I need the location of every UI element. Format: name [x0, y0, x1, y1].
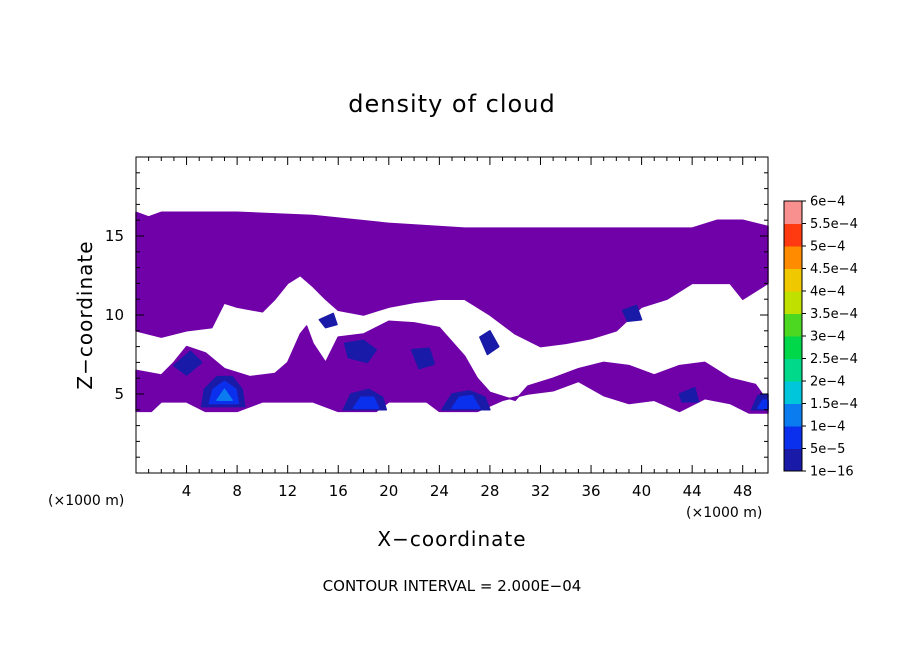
contour-region-18 [216, 388, 233, 402]
y-tick-label: 10 [105, 306, 124, 324]
colorbar-swatch [784, 201, 802, 224]
colorbar-label: 5.5e−4 [810, 217, 858, 232]
x-unit-label: (×1000 m) [686, 505, 762, 521]
colorbar-label: 6e−4 [810, 195, 845, 210]
contour-region-7 [318, 312, 338, 329]
colorbar-swatch [784, 381, 802, 404]
colorbar-label: 5e−4 [810, 240, 845, 255]
y-unit-label: (×1000 m) [48, 493, 124, 509]
contour-region-1 [135, 298, 226, 338]
colorbar-label: 4e−4 [810, 285, 845, 300]
x-tick-label: 12 [278, 482, 297, 500]
contour-region-0 [135, 211, 769, 348]
colorbar-swatch [784, 336, 802, 359]
x-tick-label: 40 [632, 482, 651, 500]
x-tick-label: 32 [531, 482, 550, 500]
colorbar-swatch [784, 223, 802, 247]
contour-interval-note: CONTOUR INTERVAL = 2.000E−04 [323, 577, 582, 595]
plot-frame [135, 156, 769, 474]
contour-region-3 [173, 350, 203, 376]
x-tick-label: 24 [430, 482, 449, 500]
y-axis: 5 10 15 [105, 172, 768, 458]
contour-region-15 [352, 396, 380, 409]
plot-area [135, 211, 769, 414]
colorbar-label: 2.5e−4 [810, 352, 858, 367]
colorbar-swatch [784, 268, 802, 292]
x-tick-label: 36 [581, 482, 600, 500]
contour-region-8 [621, 304, 643, 323]
contour-region-16 [451, 394, 481, 409]
contour-region-5 [410, 347, 436, 370]
colorbar-swatch [784, 358, 802, 382]
contour-region-4 [343, 339, 377, 364]
colorbar: 1e−16 5e−5 1e−4 1.5e−4 2e−4 2.5e−4 3e−4 3.5e−4 4… [783, 195, 858, 480]
colorbar-swatch [784, 403, 802, 427]
colorbar-label: 1e−16 [810, 465, 854, 480]
x-tick-label: 44 [683, 482, 702, 500]
colorbar-label: 3.5e−4 [810, 307, 858, 322]
chart-title: density of cloud [348, 90, 555, 118]
colorbar-label: 4.5e−4 [810, 262, 858, 277]
x-axis: 4 8 12 16 20 24 28 32 36 40 44 48 [148, 157, 756, 500]
y-tick-label: 15 [105, 227, 124, 245]
contour-region-9 [678, 386, 700, 403]
x-tick-label: 20 [379, 482, 398, 500]
colorbar-swatch [784, 246, 802, 269]
y-axis-label: Z−coordinate [73, 240, 97, 389]
colorbar-label: 2e−4 [810, 375, 845, 390]
x-tick-label: 28 [480, 482, 499, 500]
x-axis-label: X−coordinate [377, 527, 526, 551]
x-tick-label: 16 [329, 482, 348, 500]
x-tick-label: 4 [182, 482, 192, 500]
colorbar-swatch [784, 426, 802, 449]
x-tick-label: 48 [733, 482, 752, 500]
colorbar-label: 1.5e−4 [810, 397, 858, 412]
colorbar-label: 5e−5 [810, 442, 845, 457]
y-tick-label: 5 [114, 385, 124, 403]
colorbar-swatch [784, 313, 802, 337]
contour-region-2 [135, 320, 769, 414]
colorbar-swatch [784, 448, 802, 472]
colorbar-swatch [784, 291, 802, 314]
x-tick-label: 8 [232, 482, 242, 500]
colorbar-label: 3e−4 [810, 330, 845, 345]
contour-region-6 [479, 330, 500, 356]
colorbar-label: 1e−4 [810, 420, 845, 435]
